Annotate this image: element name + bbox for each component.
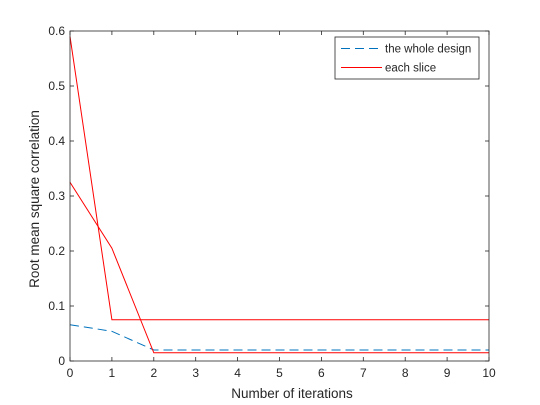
y-tick-label: 0.6 xyxy=(48,24,65,38)
y-tick-label: 0.3 xyxy=(48,189,65,203)
x-tick-label: 1 xyxy=(109,366,116,380)
y-tick-label: 0.1 xyxy=(48,299,65,313)
ticks-layer: 0 1 2 3 4 5 6 7 8 9 10 0 0.1 0.2 0.3 0.4 0.5 0.6 xyxy=(48,24,496,380)
x-tick-label: 4 xyxy=(234,366,241,380)
y-axis-label: Root mean square correlation xyxy=(27,110,42,288)
y-tick-label: 0 xyxy=(58,354,65,368)
legend-label-each-slice: each slice xyxy=(385,63,436,75)
x-tick-label: 0 xyxy=(67,366,74,380)
plot-background xyxy=(70,31,489,361)
x-tick-label: 2 xyxy=(150,366,157,380)
legend: the whole design each slice xyxy=(334,36,480,80)
legend-label-whole-design: the whole design xyxy=(385,44,471,56)
series-line-1 xyxy=(69,324,489,351)
y-tick-label: 0.5 xyxy=(48,79,65,93)
x-tick-label: 5 xyxy=(276,366,283,380)
x-tick-label: 7 xyxy=(360,366,367,380)
series-layer xyxy=(69,36,489,354)
series-line-3 xyxy=(69,181,489,354)
y-tick-label: 0.2 xyxy=(48,244,65,258)
plot-area xyxy=(70,31,489,361)
x-tick-label: 6 xyxy=(318,366,325,380)
series-line-2 xyxy=(69,36,489,321)
x-axis-label: Number of iterations xyxy=(231,386,353,401)
x-tick-label: 9 xyxy=(444,366,451,380)
y-tick-label: 0.4 xyxy=(48,134,65,148)
x-tick-label: 8 xyxy=(402,366,409,380)
x-tick-label: 3 xyxy=(192,366,199,380)
legend-box xyxy=(334,36,480,80)
x-tick-label: 10 xyxy=(482,366,496,380)
